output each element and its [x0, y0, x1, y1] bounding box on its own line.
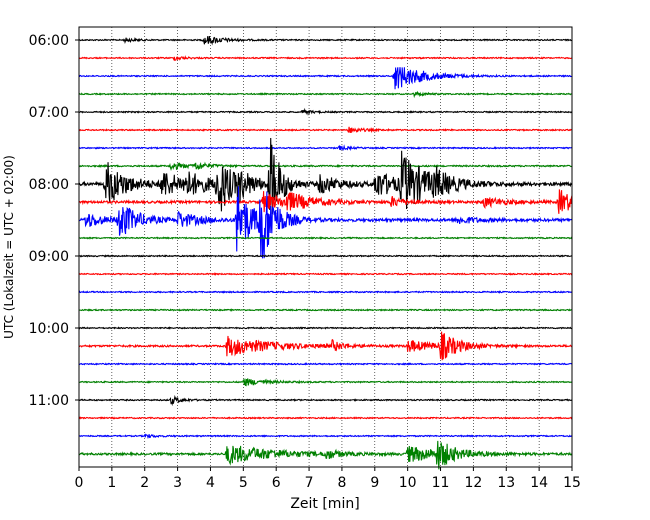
x-tick-label: 12 — [464, 475, 482, 491]
seismic-trace — [78, 362, 573, 366]
y-tick-label: 07:00 — [29, 105, 69, 121]
seismic-trace — [78, 394, 573, 407]
y-tick-label: 10:00 — [29, 321, 69, 337]
seismic-trace — [78, 254, 573, 258]
x-tick-label: 13 — [497, 475, 515, 491]
seismic-trace — [78, 126, 573, 134]
x-tick-label: 6 — [272, 475, 281, 491]
x-tick-label: 3 — [173, 475, 182, 491]
vertical-grid — [78, 27, 573, 467]
x-axis-label: Zeit [min] — [290, 496, 359, 512]
x-tick-label: 5 — [239, 475, 248, 491]
seismic-trace — [78, 67, 573, 90]
seismic-trace — [78, 440, 573, 470]
seismic-trace — [78, 189, 573, 214]
seismic-trace — [78, 416, 573, 420]
seismic-trace — [78, 236, 573, 240]
seismic-trace — [78, 326, 573, 330]
y-axis: 06:00 07:00 08:00 09:00 10:00 11:00 — [29, 33, 79, 409]
seismic-trace — [78, 308, 573, 312]
seismic-trace — [78, 378, 573, 387]
seismic-trace — [78, 55, 573, 62]
seismic-trace — [78, 186, 573, 259]
seismic-trace — [78, 144, 573, 152]
x-tick-label: 7 — [305, 475, 314, 491]
plot-frame — [78, 26, 573, 468]
x-tick-label: 10 — [399, 475, 417, 491]
y-tick-label: 06:00 — [29, 33, 69, 49]
x-tick-label: 4 — [206, 475, 215, 491]
x-tick-label: 2 — [140, 475, 149, 491]
x-tick-label: 0 — [75, 475, 84, 491]
x-tick-label: 1 — [107, 475, 116, 491]
x-tick-label: 8 — [337, 475, 346, 491]
seismic-traces — [78, 35, 573, 470]
x-tick-label: 15 — [563, 475, 581, 491]
seismic-trace — [78, 331, 573, 361]
x-tick-label: 14 — [530, 475, 548, 491]
y-axis-label: UTC (Lokalzeit = UTC + 02:00) — [2, 155, 16, 339]
y-tick-label: 09:00 — [29, 249, 69, 265]
seismic-trace — [78, 107, 573, 116]
x-tick-label: 9 — [370, 475, 379, 491]
seismic-trace — [78, 137, 573, 215]
seismic-trace — [78, 90, 573, 99]
seismic-trace — [78, 161, 573, 171]
seismic-trace — [78, 35, 573, 46]
y-tick-label: 11:00 — [29, 393, 69, 409]
y-tick-label: 08:00 — [29, 177, 69, 193]
seismic-trace — [78, 433, 573, 439]
seismic-trace — [78, 272, 573, 276]
x-tick-label: 11 — [432, 475, 450, 491]
x-axis: 0 1 2 3 4 5 6 7 8 9 10 11 12 13 14 15 — [75, 467, 581, 491]
seismic-trace — [78, 290, 573, 294]
